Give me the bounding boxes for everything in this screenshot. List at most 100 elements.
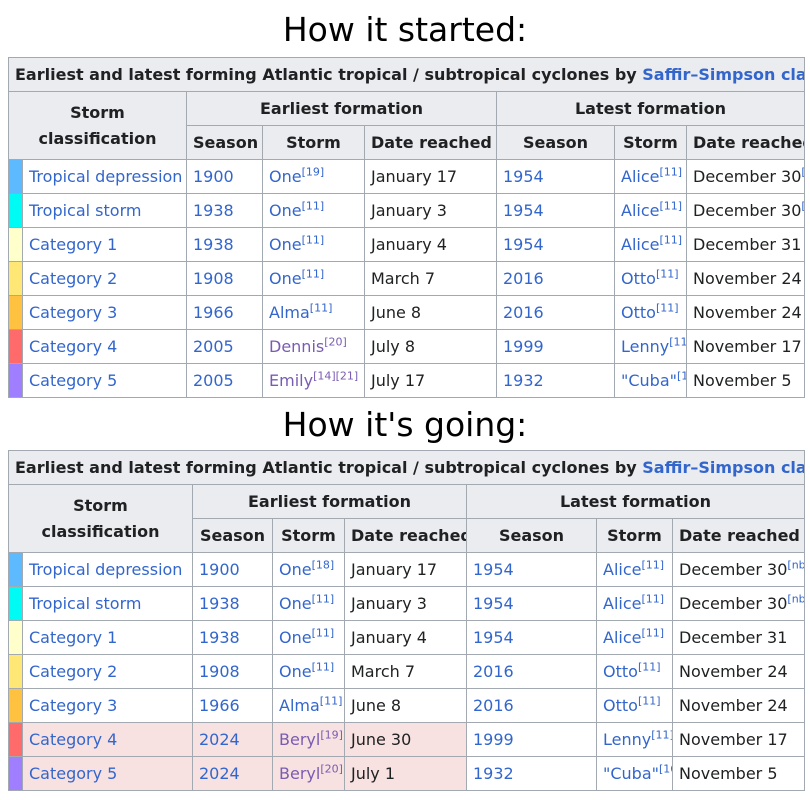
earliest-storm-link[interactable]: Beryl <box>279 764 321 783</box>
latest-storm-link[interactable]: Alice <box>603 628 642 647</box>
reference-link[interactable]: [11] <box>651 728 673 742</box>
saffir-simpson-link[interactable]: Saffir–Simpson classification <box>642 458 805 477</box>
note-link[interactable]: [nb 3] <box>787 558 805 572</box>
classification-link[interactable]: Category 5 <box>22 363 187 398</box>
reference-link[interactable]: [11] <box>637 694 661 708</box>
classification-link[interactable]: Category 4 <box>22 329 187 364</box>
reference-link[interactable]: [14][21] <box>313 369 359 383</box>
latest-season-link[interactable]: 2016 <box>466 654 597 689</box>
reference-link[interactable]: [11] <box>655 301 679 315</box>
reference-link[interactable]: [16] <box>659 762 672 776</box>
reference-link[interactable]: [11] <box>309 301 333 315</box>
classification-link[interactable]: Tropical storm <box>22 193 187 228</box>
reference-link[interactable]: [11] <box>301 267 325 281</box>
earliest-storm-link[interactable]: Beryl <box>279 730 321 749</box>
earliest-storm-link[interactable]: Dennis <box>269 337 325 356</box>
classification-link[interactable]: Category 5 <box>22 756 193 791</box>
reference-link[interactable]: [11] <box>311 660 335 674</box>
latest-season-link[interactable]: 1954 <box>496 227 615 262</box>
reference-link[interactable]: [11] <box>669 335 685 349</box>
classification-link[interactable]: Category 3 <box>22 688 193 723</box>
earliest-season-link[interactable]: 1938 <box>192 620 273 655</box>
reference-link[interactable]: [19] <box>320 728 343 742</box>
latest-storm-link[interactable]: Lenny <box>621 337 670 356</box>
reference-link[interactable]: [11] <box>301 199 325 213</box>
latest-season-link[interactable]: 1954 <box>466 552 597 587</box>
latest-season-link[interactable]: 1999 <box>496 329 615 364</box>
latest-season-link[interactable]: 2016 <box>496 295 615 330</box>
earliest-season-link[interactable]: 2024 <box>192 722 273 757</box>
latest-season-link[interactable]: 2016 <box>496 261 615 296</box>
reference-link[interactable]: [11] <box>301 233 325 247</box>
reference-link[interactable]: [11] <box>319 694 343 708</box>
earliest-season-link[interactable]: 1938 <box>192 586 273 621</box>
reference-link[interactable]: [11] <box>659 165 683 179</box>
reference-link[interactable]: [11] <box>655 267 679 281</box>
reference-link[interactable]: [19] <box>301 165 325 179</box>
earliest-season-link[interactable]: 1908 <box>186 261 263 296</box>
latest-season-link[interactable]: 1954 <box>496 193 615 228</box>
earliest-storm-link[interactable]: One <box>279 662 312 681</box>
earliest-storm-link[interactable]: Alma <box>279 696 320 715</box>
classification-link[interactable]: Category 2 <box>22 261 187 296</box>
classification-link[interactable]: Category 2 <box>22 654 193 689</box>
classification-link[interactable]: Category 3 <box>22 295 187 330</box>
latest-storm-link[interactable]: "Cuba" <box>621 371 677 390</box>
reference-link[interactable]: [11] <box>641 558 665 572</box>
reference-link[interactable]: [20] <box>320 762 343 776</box>
latest-season-link[interactable]: 1999 <box>466 722 597 757</box>
earliest-season-link[interactable]: 1966 <box>192 688 273 723</box>
earliest-storm-link[interactable]: One <box>269 201 302 220</box>
earliest-season-link[interactable]: 1938 <box>186 227 263 262</box>
latest-storm-link[interactable]: "Cuba" <box>603 764 659 783</box>
latest-storm-link[interactable]: Otto <box>603 696 638 715</box>
earliest-season-link[interactable]: 1966 <box>186 295 263 330</box>
classification-link[interactable]: Tropical depression <box>22 552 193 587</box>
earliest-season-link[interactable]: 2005 <box>186 329 263 364</box>
earliest-season-link[interactable]: 1900 <box>186 159 263 194</box>
latest-storm-link[interactable]: Alice <box>621 167 660 186</box>
note-link[interactable]: [nb 3] <box>801 166 803 179</box>
note-link[interactable]: [nb 4] <box>787 592 805 606</box>
reference-link[interactable]: [11] <box>659 199 683 213</box>
latest-storm-link[interactable]: Alice <box>603 594 642 613</box>
earliest-season-link[interactable]: 2024 <box>192 756 273 791</box>
classification-link[interactable]: Category 4 <box>22 722 193 757</box>
note-link[interactable]: [nb 4] <box>801 200 803 213</box>
latest-storm-link[interactable]: Alice <box>621 201 660 220</box>
earliest-storm-link[interactable]: One <box>269 269 302 288</box>
earliest-storm-link[interactable]: One <box>269 167 302 186</box>
classification-link[interactable]: Category 1 <box>22 620 193 655</box>
earliest-season-link[interactable]: 1908 <box>192 654 273 689</box>
reference-link[interactable]: [11] <box>311 592 335 606</box>
reference-link[interactable]: [11] <box>637 660 661 674</box>
classification-link[interactable]: Tropical storm <box>22 586 193 621</box>
earliest-season-link[interactable]: 2005 <box>186 363 263 398</box>
reference-link[interactable]: [11] <box>311 626 335 640</box>
latest-season-link[interactable]: 1932 <box>496 363 615 398</box>
earliest-season-link[interactable]: 1938 <box>186 193 263 228</box>
latest-season-link[interactable]: 2016 <box>466 688 597 723</box>
reference-link[interactable]: [11] <box>641 626 665 640</box>
earliest-storm-link[interactable]: Alma <box>269 303 310 322</box>
latest-season-link[interactable]: 1954 <box>496 159 615 194</box>
latest-storm-link[interactable]: Lenny <box>603 730 652 749</box>
classification-link[interactable]: Category 1 <box>22 227 187 262</box>
reference-link[interactable]: [20] <box>324 335 347 349</box>
saffir-simpson-link[interactable]: Saffir–Simpson classification <box>642 65 805 84</box>
reference-link[interactable]: [18] <box>311 558 335 572</box>
earliest-storm-link[interactable]: One <box>279 628 312 647</box>
latest-storm-link[interactable]: Otto <box>621 303 656 322</box>
reference-link[interactable]: [11] <box>641 592 665 606</box>
latest-storm-link[interactable]: Alice <box>603 560 642 579</box>
reference-link[interactable]: [11] <box>659 233 683 247</box>
latest-storm-link[interactable]: Alice <box>621 235 660 254</box>
earliest-storm-link[interactable]: One <box>279 560 312 579</box>
latest-storm-link[interactable]: Otto <box>621 269 656 288</box>
latest-season-link[interactable]: 1954 <box>466 620 597 655</box>
earliest-storm-link[interactable]: One <box>279 594 312 613</box>
earliest-storm-link[interactable]: Emily <box>269 371 314 390</box>
latest-season-link[interactable]: 1954 <box>466 586 597 621</box>
latest-season-link[interactable]: 1932 <box>466 756 597 791</box>
classification-link[interactable]: Tropical depression <box>22 159 187 194</box>
